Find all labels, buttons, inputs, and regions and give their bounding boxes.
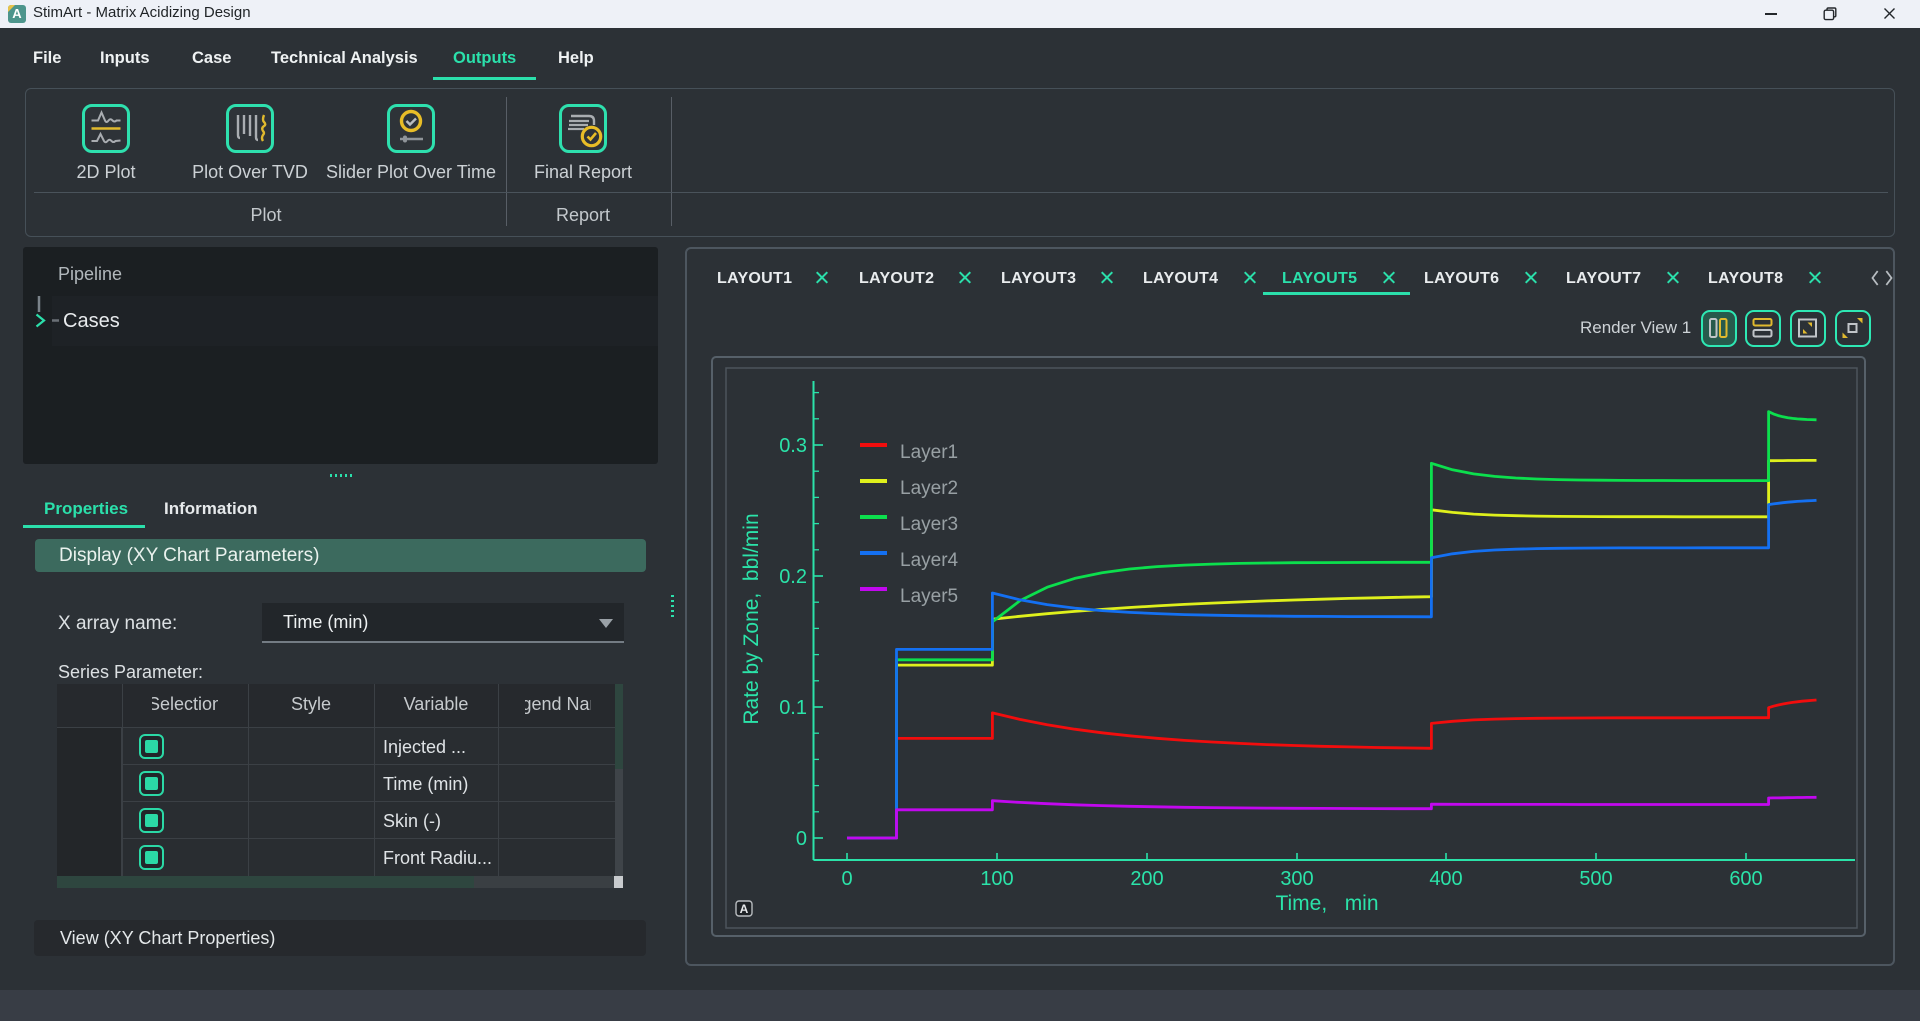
svg-text:500: 500: [1579, 868, 1612, 890]
svg-text:200: 200: [1130, 868, 1163, 890]
svg-text:300: 300: [1280, 868, 1313, 890]
svg-text:Rate by Zone, bbl/min: Rate by Zone, bbl/min: [740, 513, 763, 724]
svg-text:100: 100: [980, 868, 1013, 890]
svg-text:A: A: [740, 902, 749, 916]
svg-text:0: 0: [841, 868, 852, 890]
svg-text:0.3: 0.3: [779, 435, 807, 457]
svg-text:400: 400: [1429, 868, 1462, 890]
svg-text:600: 600: [1729, 868, 1762, 890]
svg-text:0.2: 0.2: [779, 566, 807, 588]
svg-text:Layer3: Layer3: [900, 514, 958, 535]
svg-text:Layer4: Layer4: [900, 550, 959, 571]
svg-text:0.1: 0.1: [779, 697, 807, 719]
svg-text:Layer5: Layer5: [900, 586, 958, 607]
svg-text:0: 0: [796, 828, 807, 850]
svg-text:Layer1: Layer1: [900, 442, 958, 463]
svg-text:Time, min: Time, min: [1275, 892, 1378, 915]
svg-text:Layer2: Layer2: [900, 478, 958, 499]
